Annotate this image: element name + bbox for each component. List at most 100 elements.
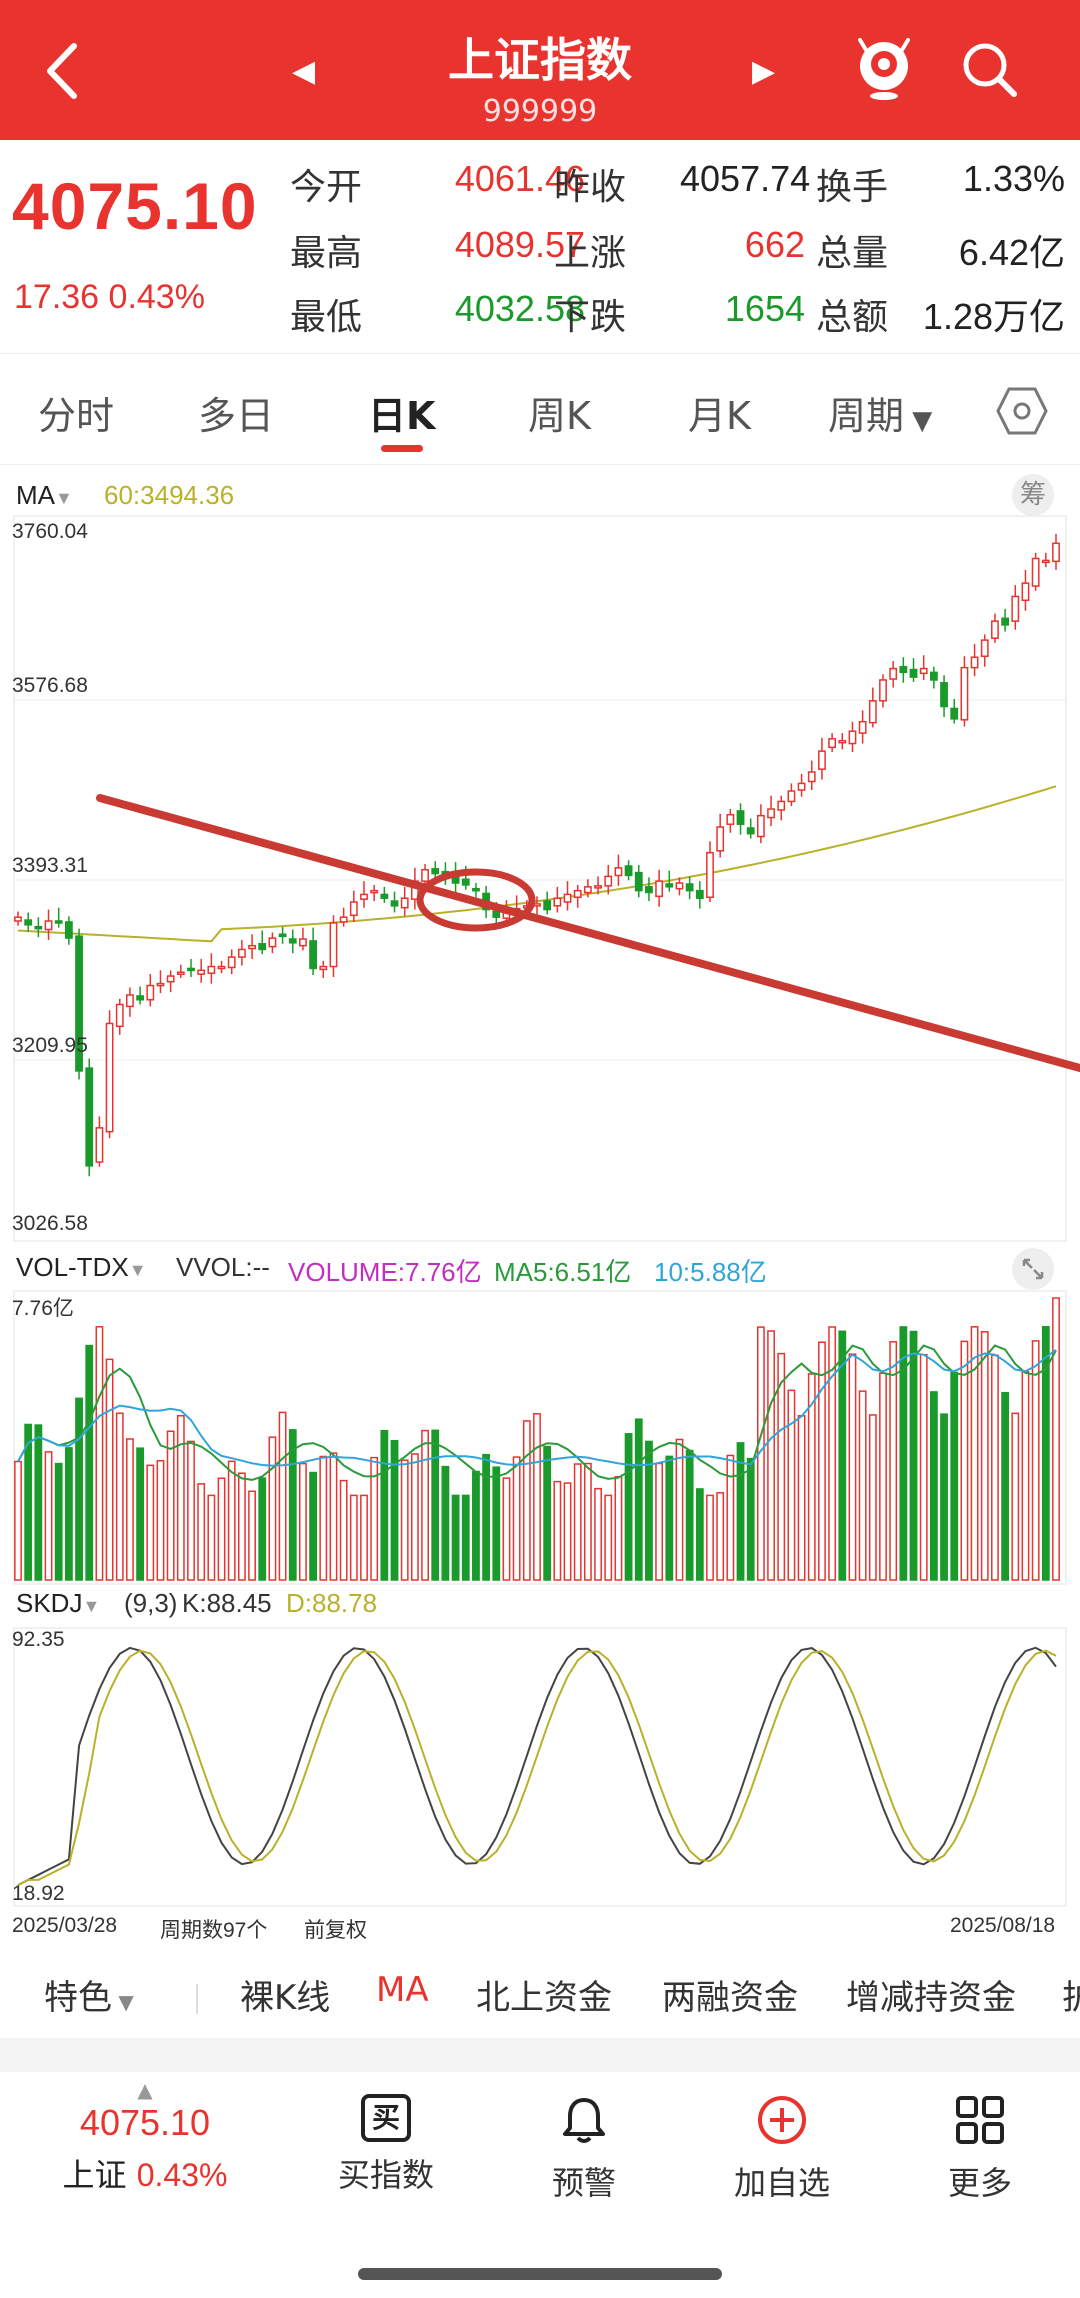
tab-period[interactable]: 周期 ▼ xyxy=(828,385,932,440)
next-stock-icon[interactable]: ▶ xyxy=(752,54,776,89)
current-price: 4075.10 xyxy=(12,169,258,243)
volume-bar-down xyxy=(838,1330,847,1581)
volume-bar-up xyxy=(512,1456,521,1581)
candle-down xyxy=(431,868,440,875)
volume-bar-up xyxy=(126,1438,134,1581)
volume-bar-up xyxy=(1031,1340,1040,1581)
toolbar-northbound[interactable]: 北上资金 xyxy=(476,1978,612,2018)
toolbar-more-clipped[interactable]: 护 xyxy=(1062,1978,1080,2018)
candle-down xyxy=(472,887,480,892)
volume-bar-down xyxy=(431,1429,440,1581)
tab-monthly-k[interactable]: 月K xyxy=(688,394,751,438)
candle-up xyxy=(604,875,613,887)
volume-bar-up xyxy=(14,1460,22,1581)
ma-selector[interactable]: MA▼ xyxy=(16,480,73,511)
volume-bar-up xyxy=(176,1414,185,1581)
separator xyxy=(0,2038,1080,2072)
volume-bar-down xyxy=(940,1413,948,1581)
expand-icon[interactable] xyxy=(1012,1248,1054,1290)
ma60-value: 60:3494.36 xyxy=(104,480,235,510)
candle-up xyxy=(166,975,175,983)
mascot-icon[interactable] xyxy=(852,34,916,104)
tab-daily-k[interactable]: 日K xyxy=(368,394,436,438)
volume-bar-up xyxy=(879,1372,887,1581)
volume-bar-up xyxy=(828,1326,837,1581)
quote-value: 4032.58 xyxy=(454,288,585,329)
candle-up xyxy=(960,666,969,721)
candle-up xyxy=(756,814,765,838)
toolbar-margin[interactable]: 两融资金 xyxy=(662,1978,798,2018)
candle-up xyxy=(349,901,358,917)
y-tick-2: 3576.68 xyxy=(12,674,88,697)
volume-bar-down xyxy=(482,1453,491,1581)
candle-up xyxy=(655,880,664,898)
candle-up xyxy=(1031,557,1040,587)
settings-hexagon-icon[interactable] xyxy=(996,385,1048,437)
volume-ma10: 10:5.88亿 xyxy=(654,1257,767,1287)
volume-bar-up xyxy=(1011,1412,1020,1581)
tab-intraday[interactable]: 分时 xyxy=(38,394,115,438)
candle-down xyxy=(665,883,674,888)
tab-multi-day[interactable]: 多日 xyxy=(198,394,275,438)
toolbar-ma[interactable]: MA xyxy=(376,1970,429,2010)
candle-down xyxy=(380,893,389,899)
toolbar-divider xyxy=(196,1984,198,2014)
buy-index-button[interactable]: 买 买指数 xyxy=(306,2094,466,2196)
candle-up xyxy=(237,948,246,958)
candle-up xyxy=(767,808,775,819)
vvol-value: VVOL:-- xyxy=(176,1252,270,1282)
volume-bar-up xyxy=(807,1373,816,1581)
volume-bar-down xyxy=(54,1462,63,1581)
quote-value: 1.33% xyxy=(962,158,1065,199)
candle-down xyxy=(950,707,959,720)
more-button[interactable]: 更多 xyxy=(900,2094,1060,2204)
skdj-panel-frame xyxy=(13,1627,1067,1907)
search-icon[interactable] xyxy=(958,38,1022,102)
chip-distribution-button[interactable]: 筹 xyxy=(1012,474,1054,516)
candle-up xyxy=(787,790,796,803)
date-end: 2025/08/18 xyxy=(950,1914,1056,1937)
candle-up xyxy=(553,897,562,907)
candle-up xyxy=(594,885,602,889)
volume-bar-up xyxy=(919,1353,928,1581)
candle-down xyxy=(34,925,43,930)
back-icon[interactable] xyxy=(36,36,96,106)
toolbar-holdings[interactable]: 增减持资金 xyxy=(846,1978,1016,2018)
candle-down xyxy=(543,900,552,911)
volume-bar-up xyxy=(716,1492,725,1581)
volume-bar-up xyxy=(980,1331,989,1581)
candle-up xyxy=(807,771,816,783)
bottom-name: 上证 xyxy=(62,2156,127,2194)
candle-up xyxy=(706,851,714,899)
annotation-trendline xyxy=(96,794,1080,1072)
candle-up xyxy=(1021,582,1030,602)
candle-up xyxy=(360,893,368,900)
toolbar-featured[interactable]: 特色 ▼ xyxy=(44,1970,134,2019)
volume-bar-down xyxy=(461,1494,470,1581)
candle-down xyxy=(85,1067,94,1167)
tab-weekly-k[interactable]: 周K xyxy=(528,394,591,438)
vol-selector[interactable]: VOL-TDX▼ xyxy=(16,1252,147,1283)
caret-up-icon: ▲ xyxy=(137,2078,153,2102)
date-start: 2025/03/28 xyxy=(12,1914,118,1937)
previous-stock-icon[interactable]: ◀ xyxy=(292,54,316,89)
volume-bar-down xyxy=(492,1466,501,1581)
alert-button[interactable]: 预警 xyxy=(504,2094,664,2204)
volume-bar-down xyxy=(736,1442,745,1581)
volume-bar-down xyxy=(634,1418,643,1581)
add-watchlist-button[interactable]: 加自选 xyxy=(702,2094,862,2204)
candle-down xyxy=(136,995,145,1001)
bottom-quote[interactable]: ▲ 4075.10 上证 0.43% xyxy=(40,2078,250,2196)
candle-up xyxy=(217,965,226,970)
candle-up xyxy=(716,826,725,852)
candle-up xyxy=(980,639,989,657)
volume-bar-down xyxy=(645,1440,653,1581)
quote-value: 662 xyxy=(744,224,805,265)
candle-down xyxy=(929,671,938,681)
y-tick-3: 3393.31 xyxy=(12,854,88,877)
kline-chart[interactable] xyxy=(0,468,1080,1954)
candle-down xyxy=(288,938,297,944)
toolbar-naked-k[interactable]: 裸K线 xyxy=(240,1978,331,2018)
candle-up xyxy=(156,982,165,987)
skdj-selector[interactable]: SKDJ▼ xyxy=(16,1588,100,1619)
